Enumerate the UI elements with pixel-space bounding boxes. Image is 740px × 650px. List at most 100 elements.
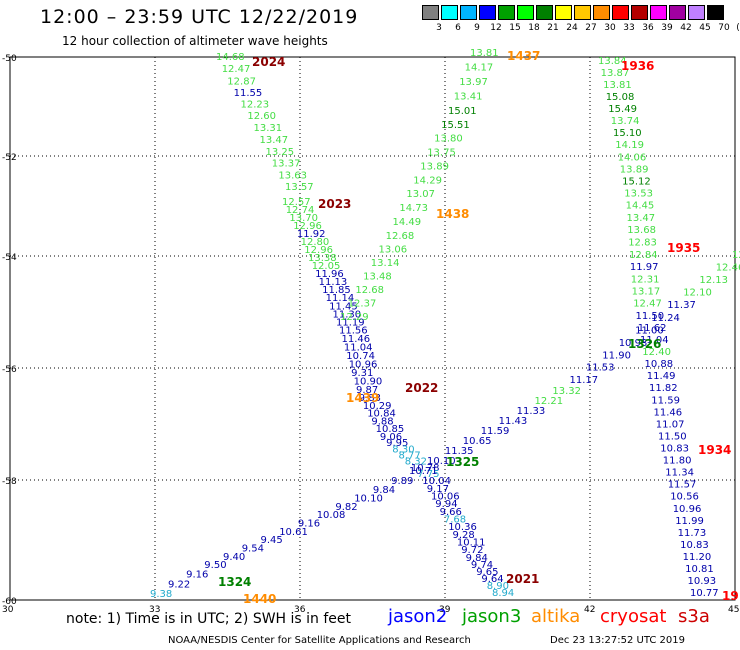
wave-height-value: 13.06 — [379, 245, 408, 256]
wave-height-value: 14.06 — [618, 152, 647, 163]
legend-swatch — [441, 5, 458, 20]
wave-height-value: 9.28 — [453, 530, 475, 541]
wave-height-value: 11.57 — [668, 480, 697, 491]
track-t1326: 12.2412.4612.1312.1011.3711.2411.0010.93… — [150, 250, 740, 600]
wave-height-value: 13.38 — [308, 253, 337, 264]
legend-label: 45 — [699, 23, 711, 33]
x-tick-label: 45 — [728, 605, 739, 615]
wave-height-value: 12.47 — [633, 299, 662, 310]
pass-label: 2021 — [506, 572, 539, 586]
wave-height-value: 11.56 — [339, 326, 368, 337]
wave-height-value: 12.21 — [535, 396, 564, 407]
wave-height-value: 11.59 — [481, 426, 510, 437]
wave-height-value: 11.92 — [297, 229, 326, 240]
wave-height-value: 12.05 — [312, 261, 341, 272]
satellite-jason2: jason2 — [388, 606, 448, 627]
wave-height-value: 10.61 — [279, 527, 308, 538]
wave-height-value: 12.37 — [348, 299, 377, 310]
wave-height-value: 12.57 — [282, 197, 311, 208]
pass-label: 1437 — [507, 49, 540, 63]
wave-height-value: 9.66 — [440, 507, 462, 518]
track-t2024: 14.6812.4712.8711.5512.2312.6013.3113.47… — [216, 52, 314, 193]
wave-height-value: 11.35 — [445, 446, 474, 457]
wave-height-value: 13.48 — [363, 272, 392, 283]
wave-height-value: 9.06 — [380, 432, 402, 443]
wave-height-value: 13.47 — [260, 135, 289, 146]
satellite-cryosat: cryosat — [600, 606, 667, 627]
footer-credit: NOAA/NESDIS Center for Satellite Applica… — [168, 635, 471, 646]
y-tick-label: -60 — [2, 597, 17, 607]
wave-height-value: 12.47 — [222, 64, 251, 75]
legend-swatch — [650, 5, 667, 20]
wave-height-value: 13.41 — [454, 92, 483, 103]
wave-height-value: 12.60 — [247, 111, 276, 122]
footnote: note: 1) Time is in UTC; 2) SWH is in fe… — [66, 611, 352, 627]
pass-label: 1935 — [667, 241, 700, 255]
legend-swatch — [479, 5, 496, 20]
legend-label: 9 — [474, 23, 480, 33]
wave-height-value: 13.63 — [278, 170, 307, 181]
wave-height-value: 11.50 — [636, 311, 665, 322]
wave-height-value: 7.68 — [444, 515, 466, 526]
wave-height-value: 10.83 — [680, 540, 709, 551]
wave-height-value: 8.94 — [492, 588, 514, 599]
wave-height-value: 11.20 — [683, 552, 712, 563]
pass-label: 2024 — [252, 55, 285, 69]
wave-height-value: 15.12 — [622, 177, 651, 188]
wave-height-value: 15.51 — [441, 120, 470, 131]
wave-height-value: 12.40 — [642, 347, 671, 358]
wave-height-value: 8.30 — [392, 444, 414, 455]
wave-height-value: 11.96 — [315, 269, 344, 280]
wave-height-value: 9.74 — [471, 560, 493, 571]
pass-label: 1440 — [243, 592, 276, 606]
wave-height-value: 14.17 — [465, 63, 494, 74]
pass-label: 1936 — [621, 59, 654, 73]
page-title: 12:00 – 23:59 UTC 12/22/2019 — [40, 6, 359, 28]
legend-swatch — [517, 5, 534, 20]
x-tick-label: 42 — [584, 605, 595, 615]
wave-height-value: 13.89 — [620, 164, 649, 175]
wave-height-value: 11.19 — [336, 317, 365, 328]
wave-height-value: 11.43 — [499, 416, 528, 427]
wave-height-value: 13.81 — [470, 48, 499, 59]
legend-label: 30 — [604, 23, 616, 33]
wave-height-value: 10.29 — [363, 401, 392, 412]
wave-height-value: 11.97 — [630, 262, 659, 273]
pass-label: 2022 — [405, 381, 438, 395]
wave-height-value: 9.22 — [168, 579, 190, 590]
wave-height-value: 12.84 — [629, 250, 658, 261]
wave-height-value: 9.72 — [461, 545, 483, 556]
wave-height-value: 13.47 — [627, 213, 656, 224]
legend-label: 33 — [623, 23, 635, 33]
wave-height-value: 10.71 — [409, 466, 438, 477]
wave-height-value: 13.25 — [266, 147, 295, 158]
wave-height-value: 8.77 — [399, 451, 421, 462]
wave-height-value: 13.74 — [611, 116, 640, 127]
pass-label: 1324 — [218, 575, 251, 589]
wave-height-value: 11.30 — [333, 309, 362, 320]
legend-swatch — [612, 5, 629, 20]
wave-height-value: 7.75 — [417, 469, 439, 480]
wave-height-value: 11.49 — [647, 371, 676, 382]
wave-height-value: 12.24 — [732, 250, 740, 261]
x-tick-label: 36 — [294, 605, 306, 615]
legend-swatch — [555, 5, 572, 20]
wave-height-value: 15.49 — [608, 104, 637, 115]
legend-label: 42 — [680, 23, 692, 33]
wave-height-value: 10.78 — [411, 463, 440, 474]
wave-height-value: 12.83 — [628, 238, 657, 249]
wave-height-value: 13.80 — [434, 134, 463, 145]
x-tick-label: 39 — [439, 605, 451, 615]
legend-swatch — [422, 5, 439, 20]
legend-label: 15 — [509, 23, 521, 33]
wave-height-value: 13.84 — [598, 56, 627, 67]
wave-height-value: 12.68 — [386, 231, 415, 242]
y-tick-label: -58 — [2, 477, 17, 487]
wave-height-value: 11.45 — [329, 301, 358, 312]
wave-height-value: 10.65 — [463, 436, 492, 447]
wave-height-value: 9.87 — [356, 385, 378, 396]
wave-height-value: 13.81 — [603, 80, 632, 91]
wave-height-value: 10.85 — [376, 424, 405, 435]
pass-label: 1326 — [628, 337, 661, 351]
